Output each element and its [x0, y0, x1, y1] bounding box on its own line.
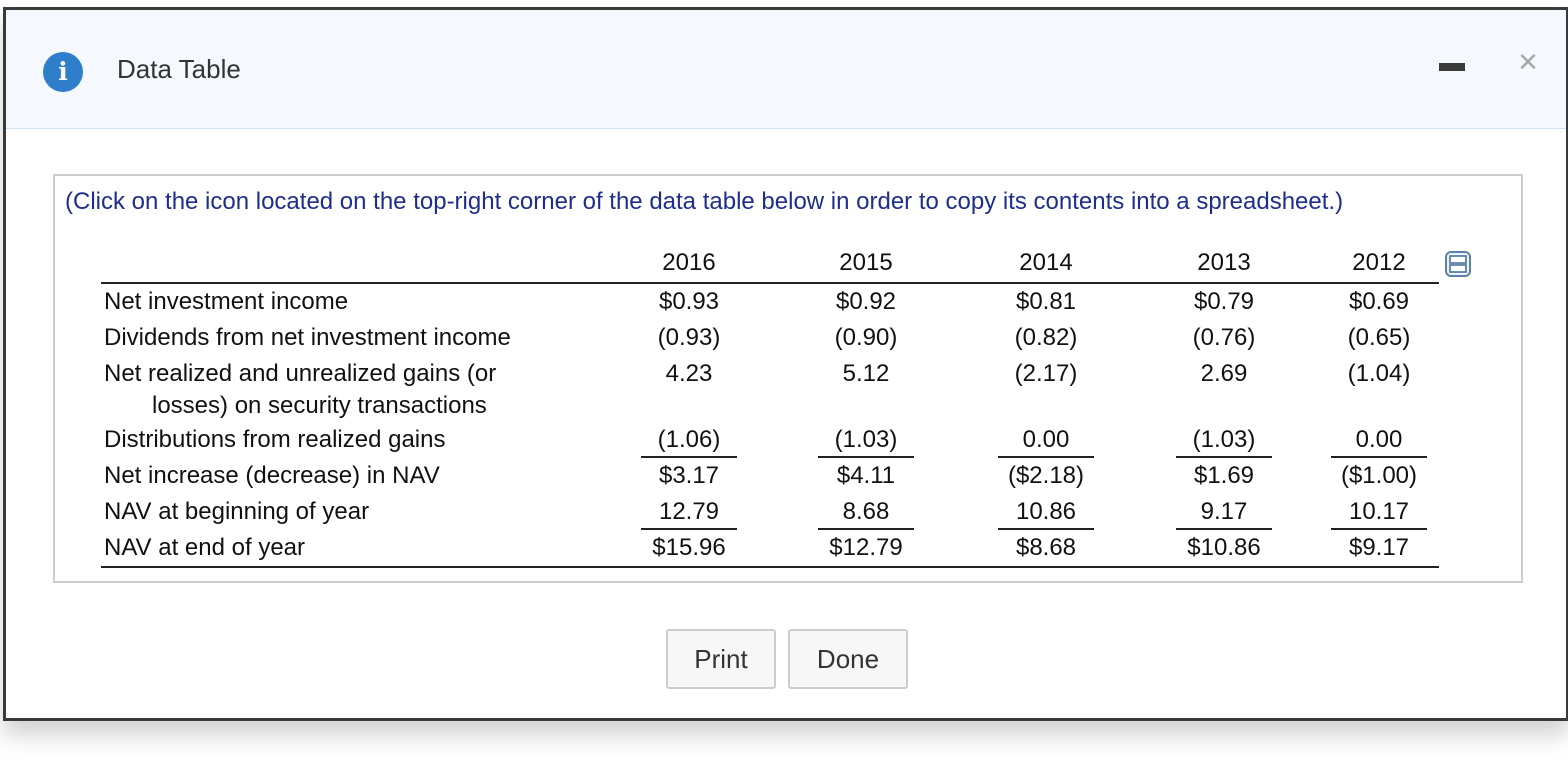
year-header: 2013: [1197, 249, 1251, 276]
cell-value: (1.03): [818, 423, 914, 458]
row-label-continuation: losses) on security transactions: [152, 392, 487, 419]
year-header: 2016: [662, 249, 716, 276]
row-label: Net realized and unrealized gains (or los…: [101, 356, 569, 422]
year-header: 2012: [1352, 249, 1406, 276]
close-icon: ✕: [1517, 48, 1539, 78]
cell-value: 4.23: [665, 360, 713, 387]
cell-value: $3.17: [658, 462, 720, 489]
data-table-panel: (Click on the icon located on the top-ri…: [53, 174, 1523, 583]
row-label: Net increase (decrease) in NAV: [104, 462, 440, 489]
cell-value: ($2.18): [1007, 462, 1085, 489]
row-label: Distributions from realized gains: [104, 426, 446, 453]
cell-value: 2.69: [1200, 360, 1248, 387]
cell-value: (0.93): [657, 324, 721, 351]
cell-value: 0.00: [1331, 423, 1427, 458]
cell-value: (1.04): [1347, 360, 1411, 387]
info-icon: i: [43, 52, 83, 92]
cell-value: $0.92: [835, 288, 897, 315]
row-label: Dividends from net investment income: [104, 324, 511, 351]
cell-value: (0.90): [834, 324, 898, 351]
cell-value: $0.69: [1348, 288, 1410, 315]
cell-value: ($1.00): [1340, 462, 1418, 489]
table-row: Distributions from realized gains (1.06)…: [101, 422, 1439, 458]
row-label: Net investment income: [104, 288, 349, 315]
cell-value: $9.17: [1348, 534, 1410, 561]
row-label-line: Net realized and unrealized gains (or: [104, 360, 497, 387]
done-button[interactable]: Done: [788, 629, 908, 689]
cell-value: (1.06): [641, 423, 737, 458]
close-button[interactable]: ✕: [1513, 48, 1543, 78]
nav-data-table: 2016 2015 2014 2013 2012 Net investment …: [101, 244, 1439, 568]
cell-value: $1.69: [1193, 462, 1255, 489]
cell-value: 8.68: [818, 495, 914, 530]
cell-value: 5.12: [842, 360, 890, 387]
table-row: Net increase (decrease) in NAV $3.17 $4.…: [101, 458, 1439, 494]
row-label: NAV at beginning of year: [104, 498, 370, 525]
cell-value: $8.68: [1015, 534, 1077, 561]
table-row: Dividends from net investment income (0.…: [101, 320, 1439, 356]
table-row: NAV at beginning of year 12.79 8.68 10.8…: [101, 494, 1439, 530]
cell-value: (2.17): [1014, 360, 1078, 387]
cell-value: 9.17: [1176, 495, 1272, 530]
row-label: NAV at end of year: [101, 530, 569, 568]
cell-value: 10.17: [1331, 495, 1427, 530]
minimize-button[interactable]: [1432, 50, 1472, 80]
print-button[interactable]: Print: [666, 629, 776, 689]
cell-value: $0.93: [658, 288, 720, 315]
dialog-titlebar: i Data Table ✕: [6, 10, 1566, 129]
cell-value: $0.81: [1015, 288, 1077, 315]
cell-value: $10.86: [1187, 534, 1261, 561]
cell-value: $0.79: [1193, 288, 1255, 315]
copy-to-spreadsheet-icon[interactable]: [1444, 250, 1472, 278]
data-table-dialog: i Data Table ✕ (Click on the icon locate…: [3, 7, 1568, 721]
instruction-text: (Click on the icon located on the top-ri…: [65, 188, 1344, 215]
cell-value: (0.76): [1192, 324, 1256, 351]
minimize-icon: [1439, 63, 1465, 71]
table-row: NAV at end of year $15.96 $12.79 $8.68 $…: [101, 530, 1439, 568]
cell-value: $15.96: [652, 534, 726, 561]
table-header-row: 2016 2015 2014 2013 2012: [101, 244, 1439, 284]
cell-value: (0.65): [1347, 324, 1411, 351]
table-row: Net investment income $0.93 $0.92 $0.81 …: [101, 283, 1439, 320]
cell-value: (0.82): [1014, 324, 1078, 351]
year-header: 2015: [839, 249, 893, 276]
cell-value: 12.79: [641, 495, 737, 530]
table-row: Net realized and unrealized gains (or los…: [101, 356, 1439, 422]
cell-value: $12.79: [829, 534, 903, 561]
cell-value: 0.00: [998, 423, 1094, 458]
cell-value: $4.11: [836, 462, 896, 489]
cell-value: (1.03): [1176, 423, 1272, 458]
year-header: 2014: [1019, 249, 1073, 276]
dialog-title: Data Table: [117, 54, 241, 84]
cell-value: 10.86: [998, 495, 1094, 530]
